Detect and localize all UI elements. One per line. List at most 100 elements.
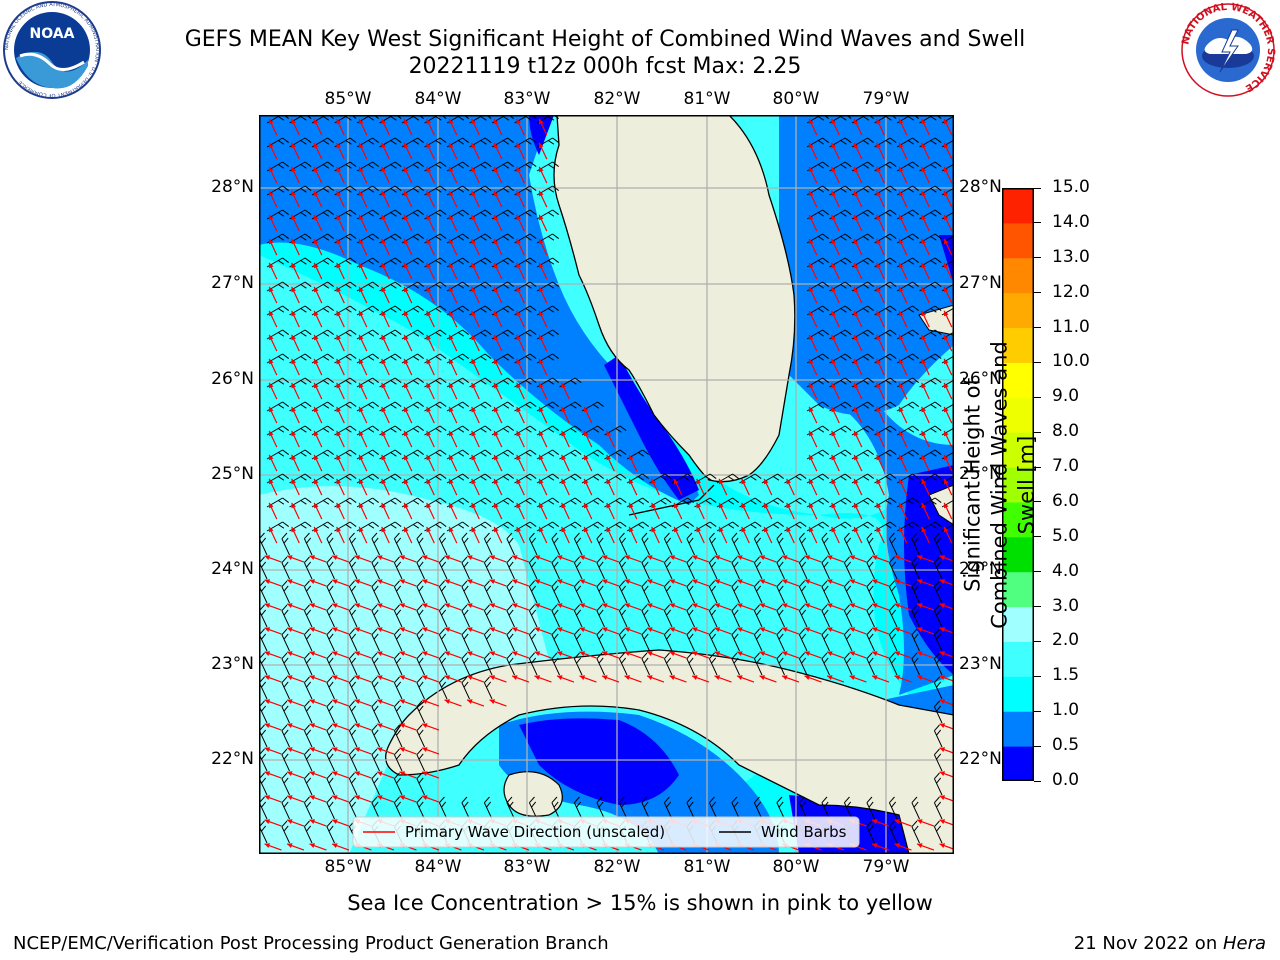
wave-direction-arrow [831,214,840,232]
wind-barb [821,604,830,628]
wave-direction-arrow [268,334,278,352]
wave-direction-arrow [714,603,732,611]
wave-direction-arrow [291,310,300,328]
wave-direction-arrow [894,579,912,587]
wave-direction-arrow [421,651,440,659]
wave-direction-arrow [358,406,368,424]
wave-direction-arrow [516,406,525,424]
wind-barb [641,628,650,652]
colorbar-tick [1034,501,1041,503]
wave-direction-arrow [426,286,435,304]
wind-barb [551,580,560,604]
wave-direction-arrow [808,262,818,280]
wind-barb [483,676,493,700]
wave-direction-arrow [313,166,323,184]
wind-barb [596,604,605,628]
wave-direction-arrow [448,310,458,328]
wind-barb [416,652,425,676]
colorbar-tick-label: 12.0 [1052,281,1090,302]
wind-barb [753,604,763,628]
wave-direction-arrow [853,502,863,520]
wave-direction-arrow [516,118,525,136]
lon-label-top: 85°W [324,89,372,109]
wave-direction-arrow [606,454,615,472]
wind-barb [821,628,830,652]
wind-barb [618,604,628,628]
lat-label-right: 25°N [959,464,1002,484]
wave-direction-arrow [331,699,350,707]
wave-direction-arrow [943,454,953,472]
lon-label-bottom: 85°W [324,857,372,877]
wave-direction-arrow [403,502,413,520]
wave-direction-arrow [651,478,660,496]
wave-direction-arrow [309,843,327,851]
wave-direction-arrow [426,526,435,544]
wave-direction-arrow [336,166,345,184]
wave-direction-arrow [601,579,620,587]
wind-barb [303,724,313,748]
wave-direction-arrow [898,190,908,208]
wave-direction-arrow [853,214,863,232]
wind-barb [528,628,538,652]
wave-direction-arrow [673,478,683,496]
wave-direction-arrow [376,771,395,779]
wave-direction-arrow [943,430,953,448]
wave-direction-arrow [601,675,620,683]
wave-direction-arrow [291,214,300,232]
wave-direction-arrow [831,454,840,472]
wave-direction-arrow [808,358,818,376]
wave-direction-arrow [336,382,345,400]
wave-direction-arrow [921,502,930,520]
colorbar-tick-label: 14.0 [1052,211,1090,232]
wave-direction-arrow [291,286,300,304]
wave-direction-arrow [583,406,593,424]
wind-barb [461,556,470,580]
wave-direction-arrow [831,190,840,208]
lat-label-left: 27°N [211,273,254,293]
wave-direction-arrow [358,286,368,304]
wave-direction-arrow [556,603,575,611]
wave-direction-arrow [399,747,417,755]
wind-barb [731,796,740,820]
colorbar-band [1002,257,1034,294]
wave-direction-arrow [853,382,863,400]
wind-barb [933,796,943,820]
wind-barb [753,628,763,652]
wave-direction-arrow [399,555,417,563]
wind-barb [933,772,943,796]
wind-barb [281,580,290,604]
wave-direction-arrow [538,334,548,352]
wave-direction-arrow [291,406,300,424]
wind-barb [326,604,335,628]
wave-direction-arrow [448,334,458,352]
wind-barb [326,820,335,844]
wave-direction-arrow [853,430,863,448]
wave-direction-arrow [336,478,345,496]
wave-direction-arrow [309,555,327,563]
wave-direction-arrow [493,406,503,424]
wave-direction-arrow [264,819,282,827]
wind-barb [303,556,313,580]
wave-direction-arrow [358,526,368,544]
wind-barb [663,556,673,580]
wind-barb [326,580,335,604]
wave-direction-arrow [624,675,642,683]
wind-barb [663,628,673,652]
wave-direction-arrow [313,286,323,304]
wind-barb [371,556,380,580]
wave-direction-arrow [808,214,818,232]
wave-direction-arrow [808,142,818,160]
wind-barb [776,652,785,676]
wave-direction-arrow [516,238,525,256]
colorbar-tick [1034,466,1041,468]
wave-direction-arrow [426,118,435,136]
wind-barb [708,604,718,628]
wave-direction-arrow [831,310,840,328]
wave-direction-arrow [921,190,930,208]
wind-barb [461,676,470,700]
wave-direction-arrow [286,579,305,587]
wave-direction-arrow [646,555,665,563]
wave-direction-arrow [646,651,665,659]
colorbar-tick-label: 0.0 [1052,770,1080,790]
colorbar-band [1002,222,1034,259]
